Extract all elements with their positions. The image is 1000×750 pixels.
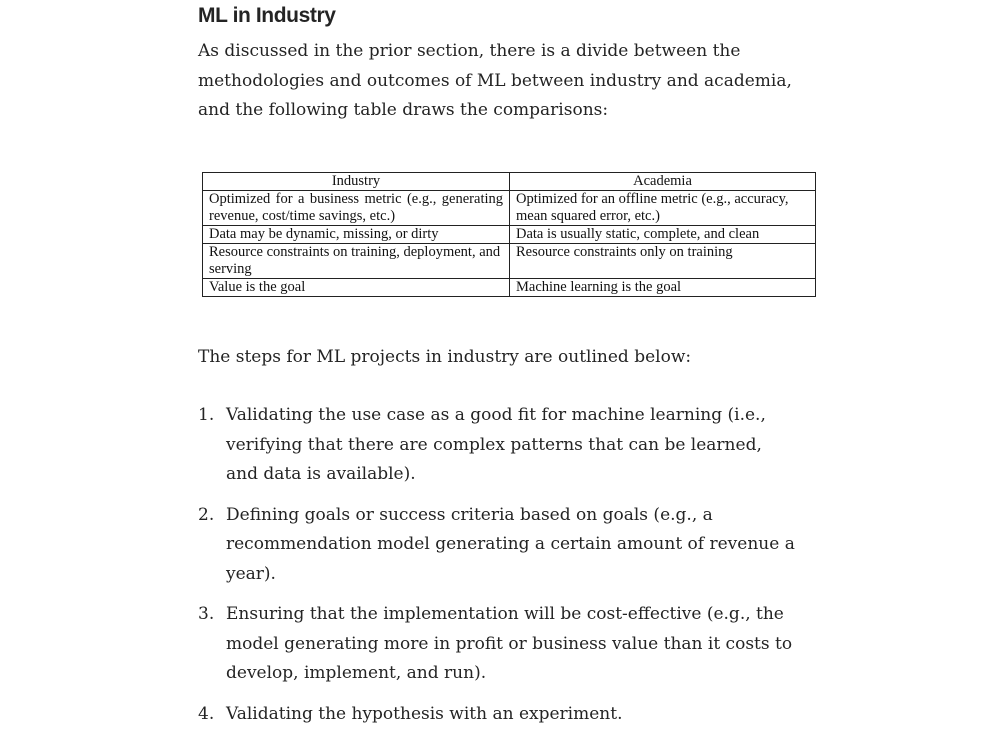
steps-intro: The steps for ML projects in industry ar… (198, 347, 692, 367)
list-item: 2. Defining goals or success criteria bas… (198, 501, 798, 590)
list-text: Validating the use case as a good fit fo… (226, 405, 766, 484)
list-item: 4. Validating the hypothesis with an expe… (198, 700, 798, 730)
list-text: Defining goals or success criteria based… (226, 504, 795, 584)
table-row: Data may be dynamic, missing, or dirty D… (202, 225, 816, 244)
list-item: 3. Ensuring that the implementation will … (198, 600, 798, 689)
table-cell: Data may be dynamic, missing, or dirty (202, 225, 510, 244)
table-cell: Value is the goal (202, 278, 510, 297)
list-number: 4. (198, 703, 215, 724)
table-row: Optimized for a business metric (e.g., g… (202, 190, 816, 226)
table-row: Value is the goal Machine learning is th… (202, 278, 816, 297)
list-number: 2. (198, 504, 215, 525)
list-item: 1. Validating the use case as a good fit … (198, 401, 798, 490)
table-row: Resource constraints on training, deploy… (202, 243, 816, 279)
table-cell: Machine learning is the goal (509, 278, 816, 297)
list-text: Ensuring that the implementation will be… (226, 604, 793, 683)
table-cell: Optimized for an offline metric (e.g., a… (509, 190, 816, 226)
table-header-row: Industry Academia (202, 172, 816, 191)
table-header: Industry (202, 172, 510, 191)
comparison-table: Industry Academia Optimized for a busine… (202, 172, 816, 297)
steps-list: 1. Validating the use case as a good fit … (198, 401, 798, 740)
table-cell: Optimized for a business metric (e.g., g… (202, 190, 510, 226)
section-heading: ML in Industry (198, 4, 336, 27)
table-cell: Resource constraints on training, deploy… (202, 243, 510, 279)
table-header: Academia (509, 172, 816, 191)
list-number: 1. (198, 405, 215, 425)
list-text: Validating the hypothesis with an experi… (226, 703, 623, 724)
table-cell: Data is usually static, complete, and cl… (509, 225, 816, 244)
intro-paragraph: As discussed in the prior section, there… (198, 41, 792, 120)
list-number: 3. (198, 604, 215, 624)
table-cell: Resource constraints only on training (509, 243, 816, 279)
